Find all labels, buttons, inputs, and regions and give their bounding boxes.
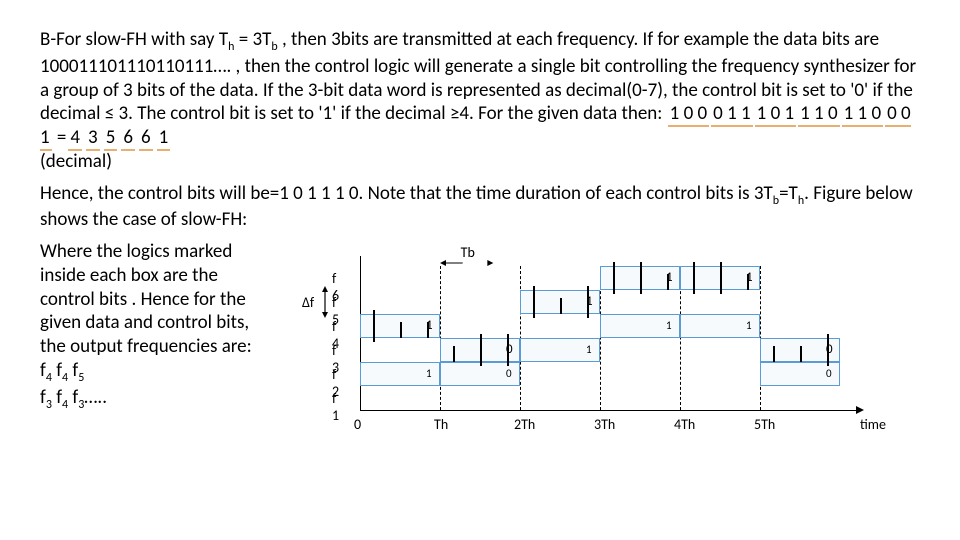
paragraph-1: B-For slow-FH with say Th = 3Tb , then 3… <box>40 28 920 174</box>
bit-line <box>560 298 562 314</box>
x-axis <box>360 410 856 411</box>
bit-line <box>827 334 829 366</box>
x-axis-label: 0 <box>354 416 361 433</box>
x-axis-label: Th <box>434 416 448 433</box>
decimal-digit: 6 <box>121 126 135 151</box>
x-axis-label: 4Th <box>674 416 695 433</box>
bit-line <box>427 322 429 338</box>
bit-triplet: 0 1 1 <box>711 102 752 127</box>
bit-line <box>453 346 455 362</box>
decimal-digit: 6 <box>139 126 153 151</box>
bit-line <box>587 286 589 318</box>
bit-line <box>773 346 775 362</box>
paragraph-2: Hence, the control bits will be=1 0 1 1 … <box>40 182 920 233</box>
control-bit-label: 0 <box>826 367 832 380</box>
bit-line <box>800 346 802 362</box>
decimal-digit: 1 <box>157 126 171 151</box>
x-axis-label: 5Th <box>754 416 775 433</box>
bit-triplet: 1 1 0 <box>842 102 883 127</box>
bit-line <box>533 286 535 318</box>
control-bit-label: 1 <box>746 319 752 332</box>
bit-triplet: 1 0 1 <box>755 102 796 127</box>
control-bit-label: 1 <box>426 367 432 380</box>
control-bit-label: 1 <box>586 343 592 356</box>
x-axis-label: 2Th <box>514 416 535 433</box>
bit-triplet: 1 1 0 <box>798 102 839 127</box>
decimal-digit: 5 <box>104 126 118 151</box>
bit-line <box>747 274 749 290</box>
x-axis-label: 3Th <box>594 416 615 433</box>
x-axis-label: time <box>860 416 886 433</box>
delta-f-label: Δf <box>302 294 314 311</box>
bit-line <box>720 262 722 294</box>
bit-line <box>507 334 509 366</box>
y-axis-label: f 1 <box>332 390 339 424</box>
bit-line <box>640 262 642 294</box>
control-bit-label: 0 <box>506 367 512 380</box>
bit-line <box>667 274 669 290</box>
bit-line <box>400 322 402 338</box>
decimal-digits: 435661 <box>66 126 172 149</box>
decimal-digit: 4 <box>68 126 82 151</box>
bit-line <box>613 262 615 294</box>
bit-line <box>480 334 482 366</box>
bit-triplet: 1 0 0 <box>668 102 709 127</box>
timing-chart: f 6f 5f 4f 3f 2f 1Δf0Th2Th3Th4Th5ThtimeT… <box>260 240 920 500</box>
bit-line <box>373 310 375 342</box>
bit-line <box>693 262 695 294</box>
left-explanation: Where the logics marked inside each box … <box>40 240 260 500</box>
decimal-digit: 3 <box>86 126 100 151</box>
control-bit-label: 1 <box>666 319 672 332</box>
